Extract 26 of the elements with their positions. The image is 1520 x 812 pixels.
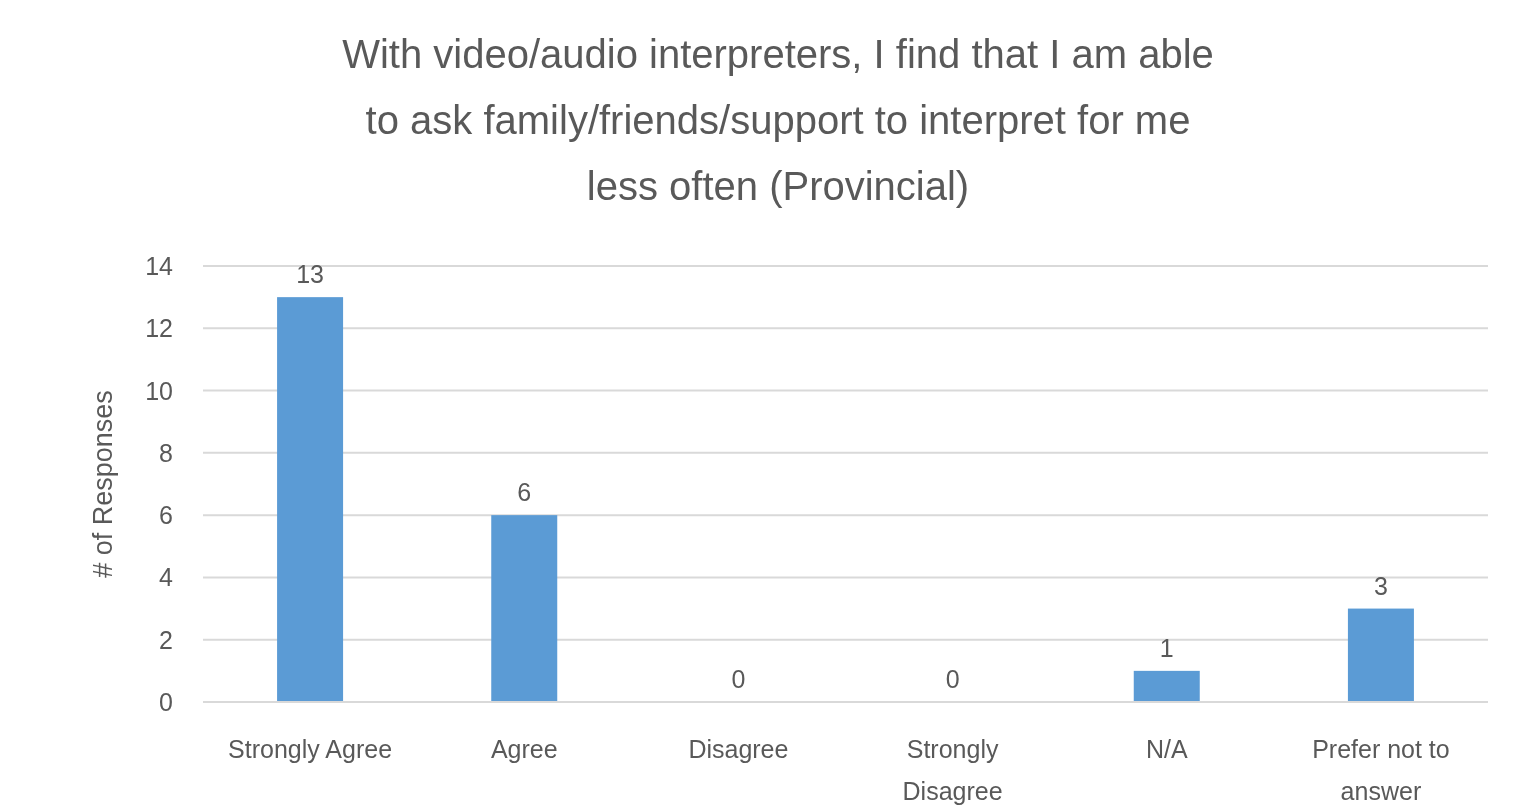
- data-label: 0: [945, 665, 960, 693]
- data-label: 13: [296, 260, 324, 289]
- y-tick-label: 14: [145, 252, 174, 280]
- y-tick-label: 6: [159, 501, 173, 530]
- x-tick-label: N/A: [1145, 735, 1188, 763]
- y-tick-label: 2: [159, 625, 173, 654]
- bar: [491, 515, 558, 702]
- x-tick-label: Strongly Agree: [228, 735, 393, 763]
- y-tick-label: 0: [159, 688, 173, 716]
- x-tick-label: Prefer not to answer: [1312, 735, 1450, 805]
- data-label: 6: [517, 478, 532, 507]
- x-tick-label: Disagree: [688, 735, 789, 763]
- x-tick-label: Strongly Disagree: [902, 735, 1003, 805]
- y-tick-label: 12: [145, 314, 173, 343]
- chart-title: With video/audio interpreters, I find that I am able to ask family/friends/support to interpret for me less often (Provincial): [342, 32, 1214, 208]
- data-label: 0: [731, 665, 746, 693]
- y-tick-label: 10: [145, 376, 173, 405]
- data-label: 3: [1373, 571, 1388, 600]
- bar: [1133, 670, 1200, 702]
- data-label: 1: [1159, 633, 1174, 662]
- x-tick-label: Agree: [490, 735, 558, 763]
- bar: [1347, 608, 1414, 702]
- y-tick-label: 4: [159, 563, 174, 592]
- y-tick-label: 8: [159, 438, 173, 467]
- bar: [277, 297, 344, 702]
- y-axis-title: # of Responses: [88, 390, 118, 578]
